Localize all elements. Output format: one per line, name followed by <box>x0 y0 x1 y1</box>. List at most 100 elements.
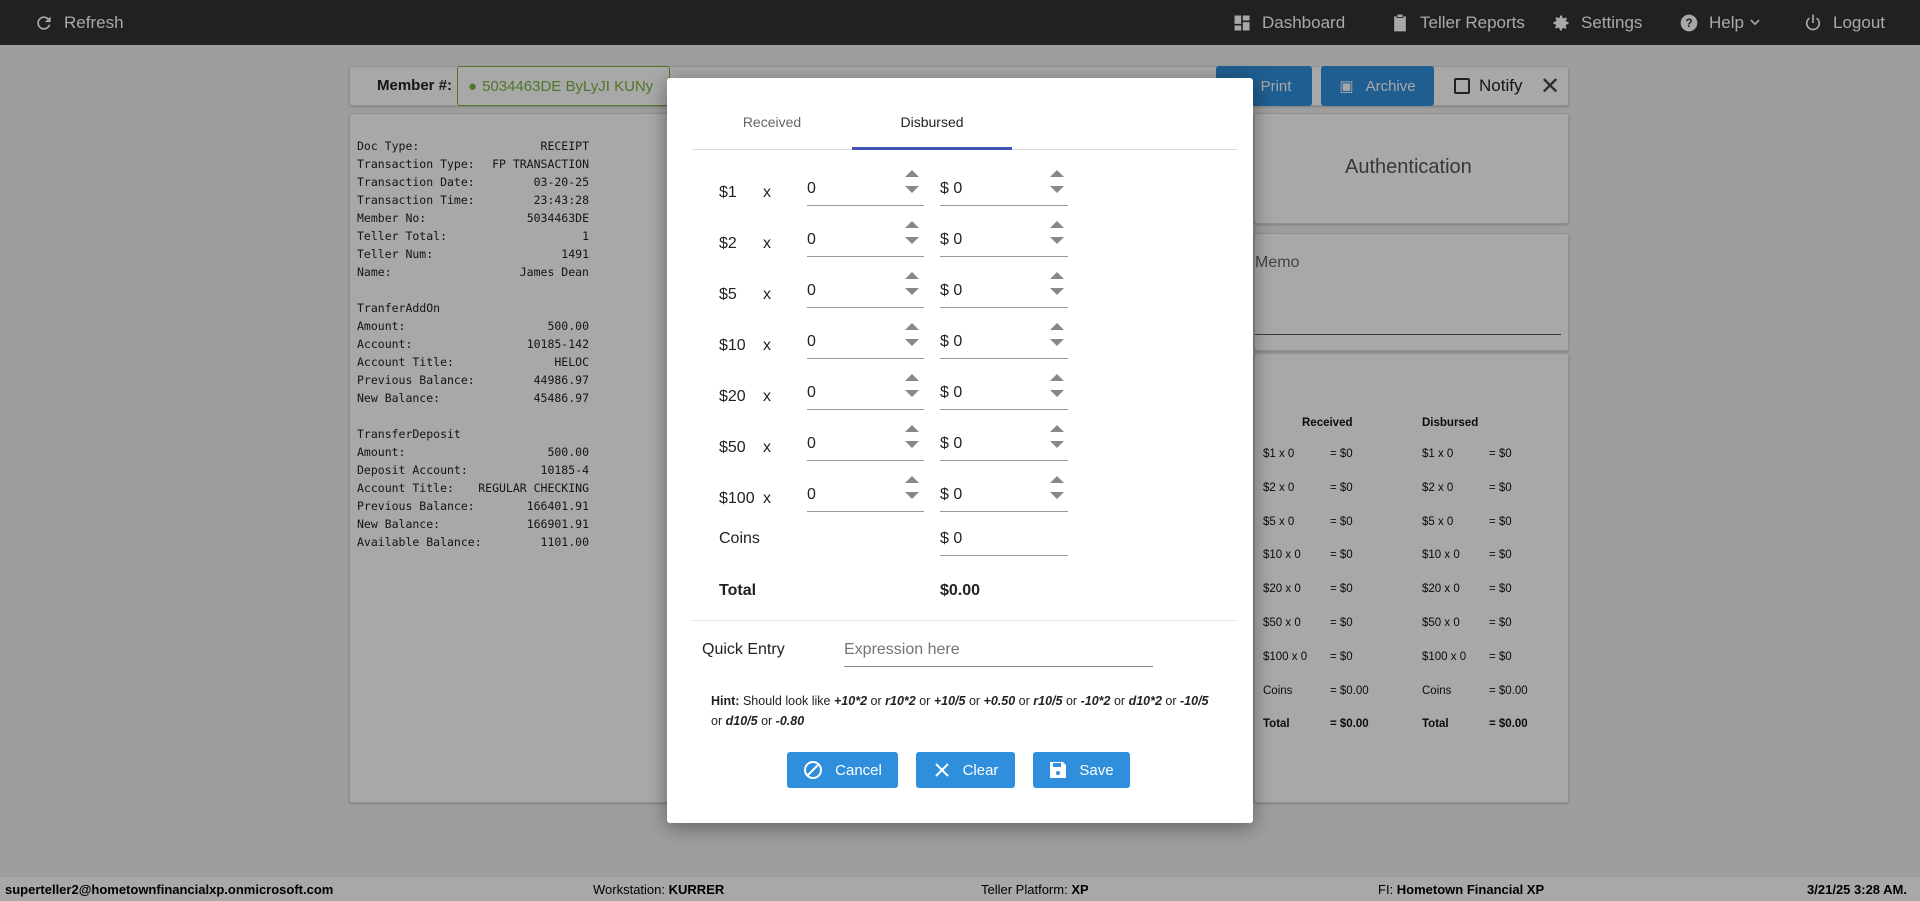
arrow-down-icon[interactable] <box>1050 492 1064 499</box>
arrow-up-icon[interactable] <box>905 170 919 177</box>
amount-stepper[interactable] <box>1050 166 1064 198</box>
teller-reports-link[interactable]: Teller Reports <box>1390 0 1525 45</box>
count-stepper[interactable] <box>905 421 919 453</box>
count-input[interactable]: 0 <box>807 276 924 308</box>
amount-input[interactable]: $ 0 <box>940 225 1068 257</box>
archive-icon: ▣ <box>1339 78 1354 95</box>
arrow-down-icon[interactable] <box>905 390 919 397</box>
count-stepper[interactable] <box>905 370 919 402</box>
amount-stepper[interactable] <box>1050 217 1064 249</box>
memo-underline <box>1255 334 1561 335</box>
summary-received-label: Total <box>1263 718 1290 731</box>
notify-label: Notify <box>1479 76 1523 95</box>
arrow-down-icon[interactable] <box>905 186 919 193</box>
arrow-up-icon[interactable] <box>1050 374 1064 381</box>
denomination-label: $2 <box>719 235 737 252</box>
amount-stepper[interactable] <box>1050 370 1064 402</box>
archive-button[interactable]: ▣ Archive <box>1321 66 1434 106</box>
arrow-down-icon[interactable] <box>905 339 919 346</box>
count-stepper[interactable] <box>905 166 919 198</box>
amount-stepper[interactable] <box>1050 268 1064 300</box>
arrow-down-icon[interactable] <box>1050 186 1064 193</box>
amount-input[interactable]: $ 0 <box>940 276 1068 308</box>
arrow-up-icon[interactable] <box>905 323 919 330</box>
count-input[interactable]: 0 <box>807 378 924 410</box>
chevron-down-icon <box>1750 19 1760 25</box>
count-input[interactable]: 0 <box>807 225 924 257</box>
refresh-button[interactable]: Refresh <box>34 0 124 45</box>
arrow-down-icon[interactable] <box>1050 390 1064 397</box>
arrow-down-icon[interactable] <box>905 237 919 244</box>
quick-entry-input[interactable] <box>844 633 1153 667</box>
amount-stepper[interactable] <box>1050 472 1064 504</box>
amount-input[interactable]: $ 0 <box>940 480 1068 512</box>
coins-input[interactable]: $ 0 <box>940 524 1068 556</box>
summary-received-label: $1 x 0 <box>1263 448 1295 460</box>
amount-stepper[interactable] <box>1050 319 1064 351</box>
count-input[interactable]: 0 <box>807 174 924 206</box>
arrow-up-icon[interactable] <box>905 374 919 381</box>
receipt-field-label: Transaction Type: <box>357 157 475 171</box>
receipt-line: Previous Balance: 166401.91 <box>357 499 589 517</box>
cancel-button[interactable]: Cancel <box>787 752 898 788</box>
summary-disbursed-value: = $0 <box>1489 515 1512 528</box>
close-icon[interactable]: ✕ <box>1540 73 1561 100</box>
arrow-down-icon[interactable] <box>1050 441 1064 448</box>
coins-label: Coins <box>719 530 760 547</box>
logout-label: Logout <box>1833 12 1885 32</box>
arrow-up-icon[interactable] <box>1050 425 1064 432</box>
currency-symbol: $ <box>940 231 949 248</box>
count-input[interactable]: 0 <box>807 327 924 359</box>
teller-reports-label: Teller Reports <box>1420 12 1525 32</box>
count-input[interactable]: 0 <box>807 429 924 461</box>
arrow-down-icon[interactable] <box>1050 339 1064 346</box>
hint-example: -10/5 <box>1180 694 1209 708</box>
arrow-up-icon[interactable] <box>1050 323 1064 330</box>
arrow-up-icon[interactable] <box>905 221 919 228</box>
arrow-up-icon[interactable] <box>1050 272 1064 279</box>
help-menu[interactable]: ? Help <box>1679 0 1762 45</box>
authentication-title: Authentication <box>1345 156 1472 178</box>
amount-stepper[interactable] <box>1050 421 1064 453</box>
dashboard-link[interactable]: Dashboard <box>1232 0 1345 45</box>
arrow-up-icon[interactable] <box>1050 170 1064 177</box>
count-input[interactable]: 0 <box>807 480 924 512</box>
clear-button[interactable]: Clear <box>916 752 1015 788</box>
count-stepper[interactable] <box>905 319 919 351</box>
memo-card[interactable]: Memo <box>1254 233 1569 351</box>
count-stepper[interactable] <box>905 472 919 504</box>
settings-link[interactable]: Settings <box>1551 0 1642 45</box>
hint-example: -0.80 <box>775 714 805 728</box>
tab-received[interactable]: Received <box>742 114 802 130</box>
receipt-field-label: Available Balance: <box>357 535 482 549</box>
arrow-down-icon[interactable] <box>1050 288 1064 295</box>
hint-separator: or <box>919 694 931 708</box>
ban-icon <box>804 761 823 779</box>
amount-input[interactable]: $ 0 <box>940 327 1068 359</box>
arrow-up-icon[interactable] <box>1050 476 1064 483</box>
workstation-value: KURRER <box>668 882 725 897</box>
arrow-down-icon[interactable] <box>905 288 919 295</box>
save-button[interactable]: Save <box>1033 752 1130 788</box>
arrow-up-icon[interactable] <box>905 476 919 483</box>
arrow-up-icon[interactable] <box>905 272 919 279</box>
denomination-label: $20 <box>719 388 746 405</box>
count-value: 0 <box>807 384 816 401</box>
summary-received-label: $20 x 0 <box>1263 583 1301 596</box>
hint-example: r10/5 <box>1033 694 1063 708</box>
logout-link[interactable]: Logout <box>1803 0 1885 45</box>
count-stepper[interactable] <box>905 268 919 300</box>
arrow-down-icon[interactable] <box>905 492 919 499</box>
receipt-field-label: Previous Balance: <box>357 499 475 513</box>
receipt-field-label: Amount: <box>357 319 406 333</box>
amount-input[interactable]: $ 0 <box>940 429 1068 461</box>
count-stepper[interactable] <box>905 217 919 249</box>
amount-input[interactable]: $ 0 <box>940 174 1068 206</box>
amount-input[interactable]: $ 0 <box>940 378 1068 410</box>
tab-disbursed[interactable]: Disbursed <box>900 114 964 130</box>
arrow-up-icon[interactable] <box>905 425 919 432</box>
arrow-up-icon[interactable] <box>1050 221 1064 228</box>
arrow-down-icon[interactable] <box>905 441 919 448</box>
arrow-down-icon[interactable] <box>1050 237 1064 244</box>
notify-checkbox[interactable] <box>1454 78 1470 94</box>
